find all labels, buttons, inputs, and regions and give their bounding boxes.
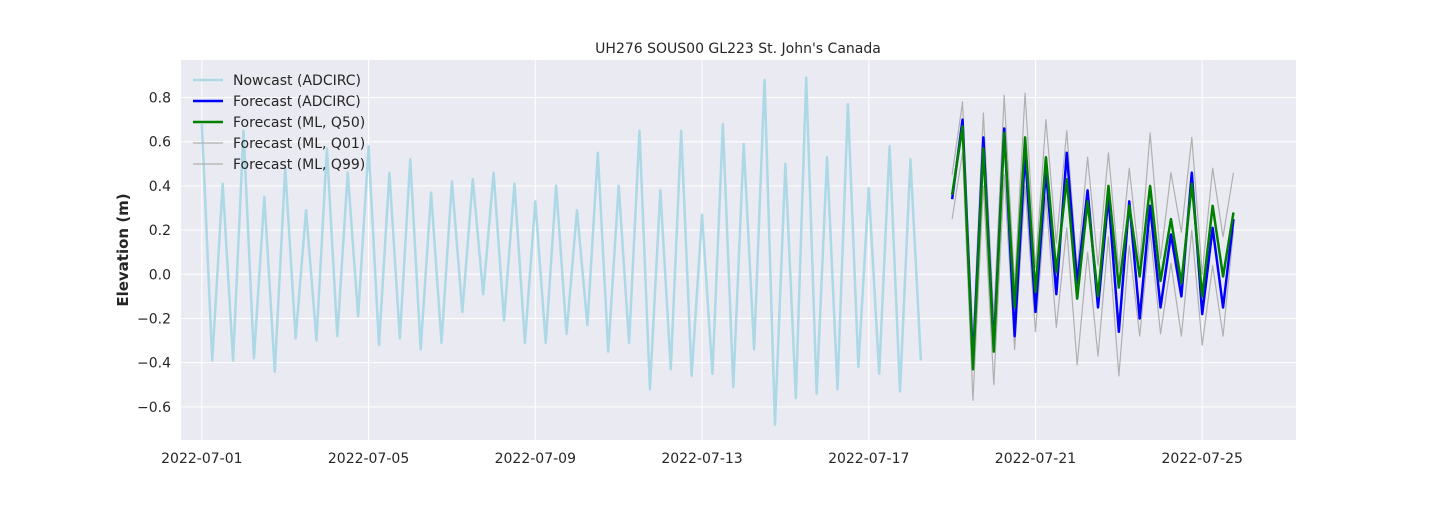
y-tick-label: 0.6: [149, 135, 171, 151]
legend-label-forecast-ml-q99: Forecast (ML, Q99): [233, 157, 365, 173]
legend-label-forecast-adcirc: Forecast (ADCIRC): [233, 94, 361, 110]
x-tick-label: 2022-07-21: [995, 451, 1076, 467]
series-line-forecast-ml-q50: [950, 125, 1235, 371]
y-tick-label: −0.2: [137, 311, 171, 327]
legend-label-nowcast-adcirc: Nowcast (ADCIRC): [233, 73, 361, 89]
x-tick-label: 2022-07-17: [828, 451, 909, 467]
x-tick-label: 2022-07-05: [328, 451, 409, 467]
y-tick-label: 0.2: [149, 223, 171, 239]
y-axis-label: Elevation (m): [114, 193, 132, 306]
y-tick-label: −0.6: [137, 400, 171, 416]
x-tick-label: 2022-07-25: [1162, 451, 1243, 467]
legend-label-forecast-ml-q50: Forecast (ML, Q50): [233, 115, 365, 131]
x-tick-label: 2022-07-09: [495, 451, 576, 467]
y-tick-label: −0.4: [137, 356, 171, 372]
legend-label-forecast-ml-q01: Forecast (ML, Q01): [233, 136, 365, 152]
x-tick-labels: 2022-07-01 2022-07-05 2022-07-09 2022-07-13…: [161, 451, 1243, 467]
x-tick-label: 2022-07-01: [161, 451, 242, 467]
y-tick-label: 0.4: [149, 179, 171, 195]
series-lines: [200, 76, 1235, 426]
series-line-forecast-ml-q01: [951, 152, 1235, 401]
y-tick-labels: −0.6 −0.4 −0.2 0.0 0.2 0.4 0.6 0.8: [137, 91, 171, 416]
y-tick-label: 0.8: [149, 91, 171, 107]
chart-title: UH276 SOUS00 GL223 St. John's Canada: [595, 41, 881, 57]
x-tick-label: 2022-07-13: [661, 451, 742, 467]
legend: Nowcast (ADCIRC) Forecast (ADCIRC) Forecas…: [193, 73, 365, 173]
series-line-nowcast-adcirc: [200, 76, 923, 426]
y-tick-label: 0.0: [149, 267, 171, 283]
series-line-forecast-ml-q99: [951, 92, 1235, 342]
